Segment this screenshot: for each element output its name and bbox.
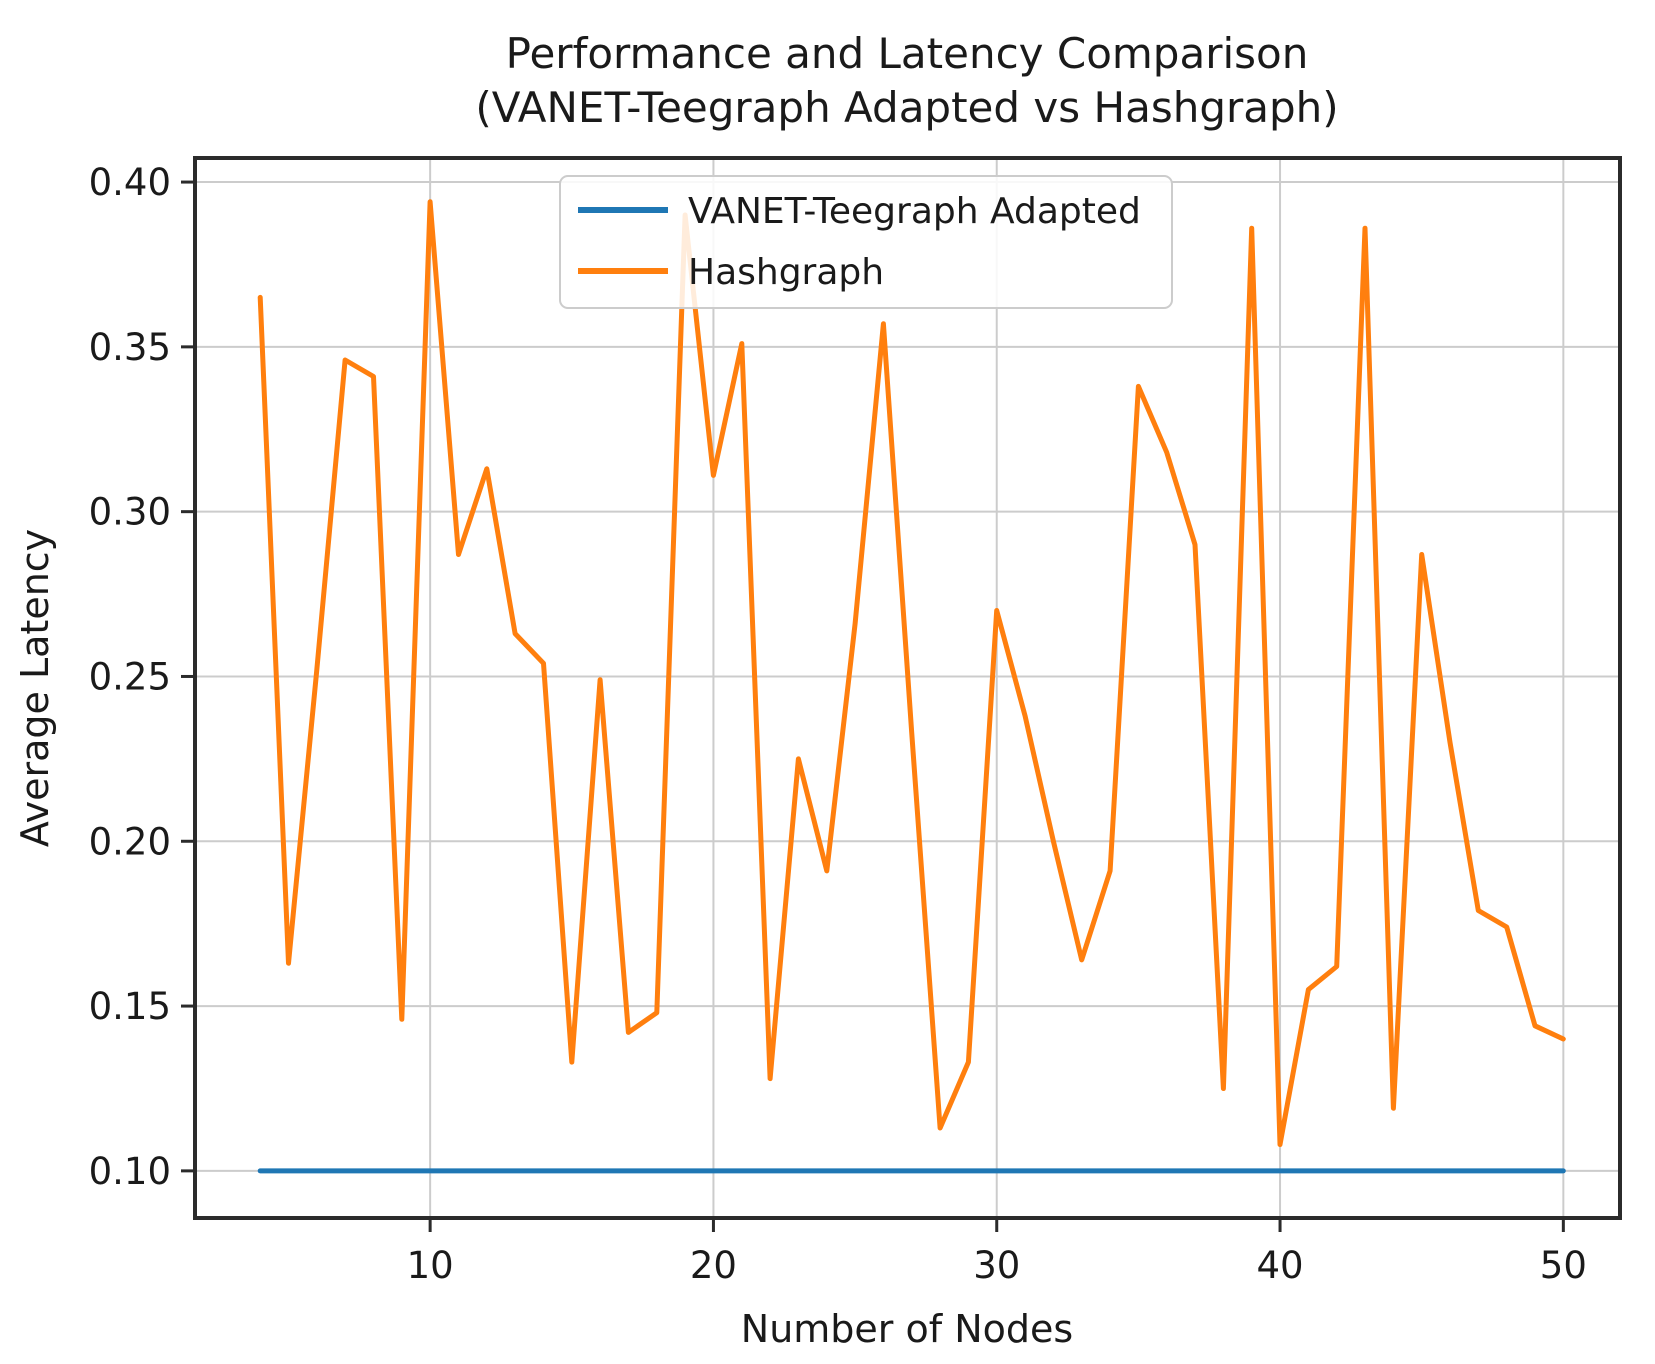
legend: VANET-Teegraph Adapted Hashgraph [559, 175, 1173, 309]
y-tick-label: 0.20 [89, 820, 171, 863]
series-line-hashgraph [257, 199, 1566, 1147]
y-axis-label: Average Latency [13, 529, 57, 847]
y-tick-label: 0.35 [89, 326, 171, 369]
y-tick-label: 0.15 [89, 985, 171, 1028]
y-tick-label: 0.10 [89, 1150, 171, 1193]
y-tick-label: 0.40 [89, 161, 171, 204]
legend-label-hashgraph: Hashgraph [688, 252, 884, 293]
x-tick-label: 10 [407, 1244, 454, 1287]
axes-frame [193, 156, 1622, 1220]
x-tick-label: 40 [1256, 1244, 1303, 1287]
x-tick-label: 20 [690, 1244, 737, 1287]
x-tick-label: 50 [1540, 1244, 1587, 1287]
plot-area: 0.10 0.15 0.20 0.25 0.30 0.35 0.40 10 20 30 40 50 [89, 158, 1620, 1287]
chart-title-line2: (VANET-Teegraph Adapted vs Hashgraph) [475, 83, 1338, 132]
legend-label-vanet: VANET-Teegraph Adapted [688, 191, 1141, 232]
chart-title-line1: Performance and Latency Comparison [506, 29, 1309, 78]
x-tick-label: 30 [973, 1244, 1020, 1287]
legend-box [559, 175, 1173, 309]
x-axis-label: Number of Nodes [741, 1307, 1073, 1351]
y-tick-label: 0.30 [89, 491, 171, 534]
y-tick-label: 0.25 [89, 655, 171, 698]
plot-border [193, 156, 1622, 1220]
